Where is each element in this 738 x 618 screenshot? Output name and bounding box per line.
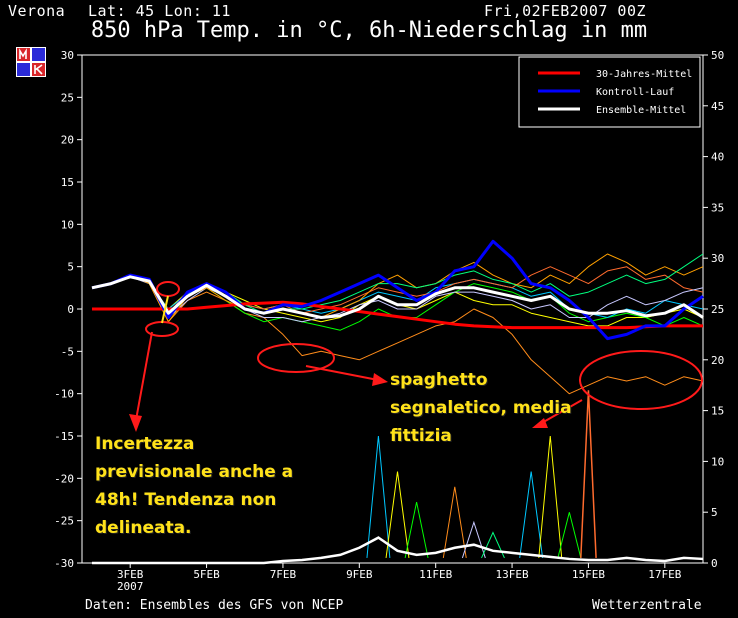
precipitation-spike	[557, 512, 582, 559]
y-right-tick-label: 15	[711, 405, 724, 418]
x-tick-label: 11FEB	[419, 568, 452, 581]
precipitation-spike	[519, 471, 544, 558]
annotation-connector	[161, 295, 169, 324]
y-left-tick-label: 30	[61, 49, 74, 62]
x-tick-label: 17FEB	[648, 568, 681, 581]
legend: 30-Jahres-Mittel Kontroll-Lauf Ensemble-Mi…	[518, 56, 701, 128]
annotation-uncertainty-line: delineata.	[95, 518, 192, 538]
series-line-ensemble-mittel	[91, 275, 704, 319]
y-left-tick-label: 15	[61, 176, 74, 189]
annotation-spaghetti-line: segnaletico, media	[390, 398, 572, 418]
wetterzentrale-logo-icon	[16, 47, 46, 77]
run-datetime-label: Fri,02FEB2007 00Z	[484, 2, 647, 20]
y-left-tick-label: 25	[61, 91, 74, 104]
y-right-tick-label: 40	[711, 151, 724, 164]
y-right-tick-label: 25	[711, 303, 724, 316]
annotation-ellipse	[257, 343, 335, 373]
coordinates-label: Lat: 45 Lon: 11	[88, 2, 231, 20]
x-tick-label: 13FEB	[496, 568, 529, 581]
precipitation-spike	[580, 390, 597, 558]
annotation-ellipse	[156, 281, 180, 297]
annotation-arrowhead	[129, 414, 142, 432]
y-left-tick-label: 5	[67, 261, 74, 274]
y-right-tick-label: 45	[711, 100, 724, 113]
y-left-tick-label: 10	[61, 218, 74, 231]
series-line-30-jahres-mittel	[92, 300, 703, 330]
y-left-tick-label: -15	[54, 430, 74, 443]
annotation-spaghetti-line: fittizia	[390, 426, 452, 446]
x-tick-label: 15FEB	[572, 568, 605, 581]
annotation-ellipse	[579, 350, 703, 410]
ensemble-member-line	[91, 276, 704, 323]
brand-label: Wetterzentrale	[592, 598, 702, 613]
annotation-arrow	[539, 399, 583, 425]
annotation-arrowhead	[532, 418, 548, 428]
x-tick-label: 3FEB	[117, 568, 144, 581]
y-left-tick-label: -10	[54, 388, 74, 401]
ensemble-member-line	[91, 274, 704, 395]
y-right-tick-label: 10	[711, 455, 724, 468]
precipitation-spike	[366, 435, 391, 558]
precipitation-spike	[442, 486, 467, 558]
x-tick-label: 9FEB	[346, 568, 373, 581]
precipitation-spike	[481, 531, 505, 559]
chart-title: 850 hPa Temp. in °C, 6h-Niederschlag in …	[90, 18, 648, 43]
annotation-uncertainty-line: 48h! Tendenza non	[95, 490, 277, 510]
y-right-tick-label: 30	[711, 252, 724, 265]
legend-label: 30-Jahres-Mittel	[596, 69, 692, 80]
y-left-tick-label: -5	[61, 345, 74, 358]
y-left-tick-label: -25	[54, 515, 74, 528]
y-right-tick-label: 35	[711, 201, 724, 214]
annotation-arrow	[305, 365, 379, 381]
precipitation-spike	[538, 435, 563, 558]
legend-label: Kontroll-Lauf	[596, 87, 674, 98]
y-left-tick-label: -30	[54, 557, 74, 570]
location-label: Verona	[8, 2, 66, 20]
x-tick-year-label: 2007	[117, 580, 144, 593]
series-line-kontroll-lauf	[91, 239, 704, 341]
annotation-arrowhead	[372, 373, 388, 386]
legend-label: Ensemble-Mittel	[596, 105, 686, 116]
annotation-spaghetti-line: spaghetto	[390, 370, 488, 390]
y-left-tick-label: 20	[61, 134, 74, 147]
y-left-tick-label: -20	[54, 472, 74, 485]
y-right-tick-label: 50	[711, 49, 724, 62]
annotation-uncertainty: Incertezza previsionale anche a 48h! Ten…	[95, 430, 293, 542]
annotation-spaghetti: spaghetto segnaletico, media fittizia	[390, 366, 572, 450]
x-tick-label: 5FEB	[193, 568, 220, 581]
precipitation-spike	[404, 501, 429, 559]
annotation-uncertainty-line: previsionale anche a	[95, 462, 294, 482]
data-source-label: Daten: Ensembles des GFS von NCEP	[85, 598, 344, 613]
y-right-tick-label: 20	[711, 354, 724, 367]
precipitation-spike	[385, 471, 410, 558]
y-right-tick-label: 5	[711, 506, 718, 519]
annotation-arrow	[135, 331, 153, 421]
precipitation-ensemble-mean-line	[92, 536, 704, 565]
y-left-tick-label: 0	[67, 303, 74, 316]
y-right-tick-label: 0	[711, 557, 718, 570]
x-tick-label: 7FEB	[270, 568, 297, 581]
annotation-uncertainty-line: Incertezza	[95, 434, 195, 454]
